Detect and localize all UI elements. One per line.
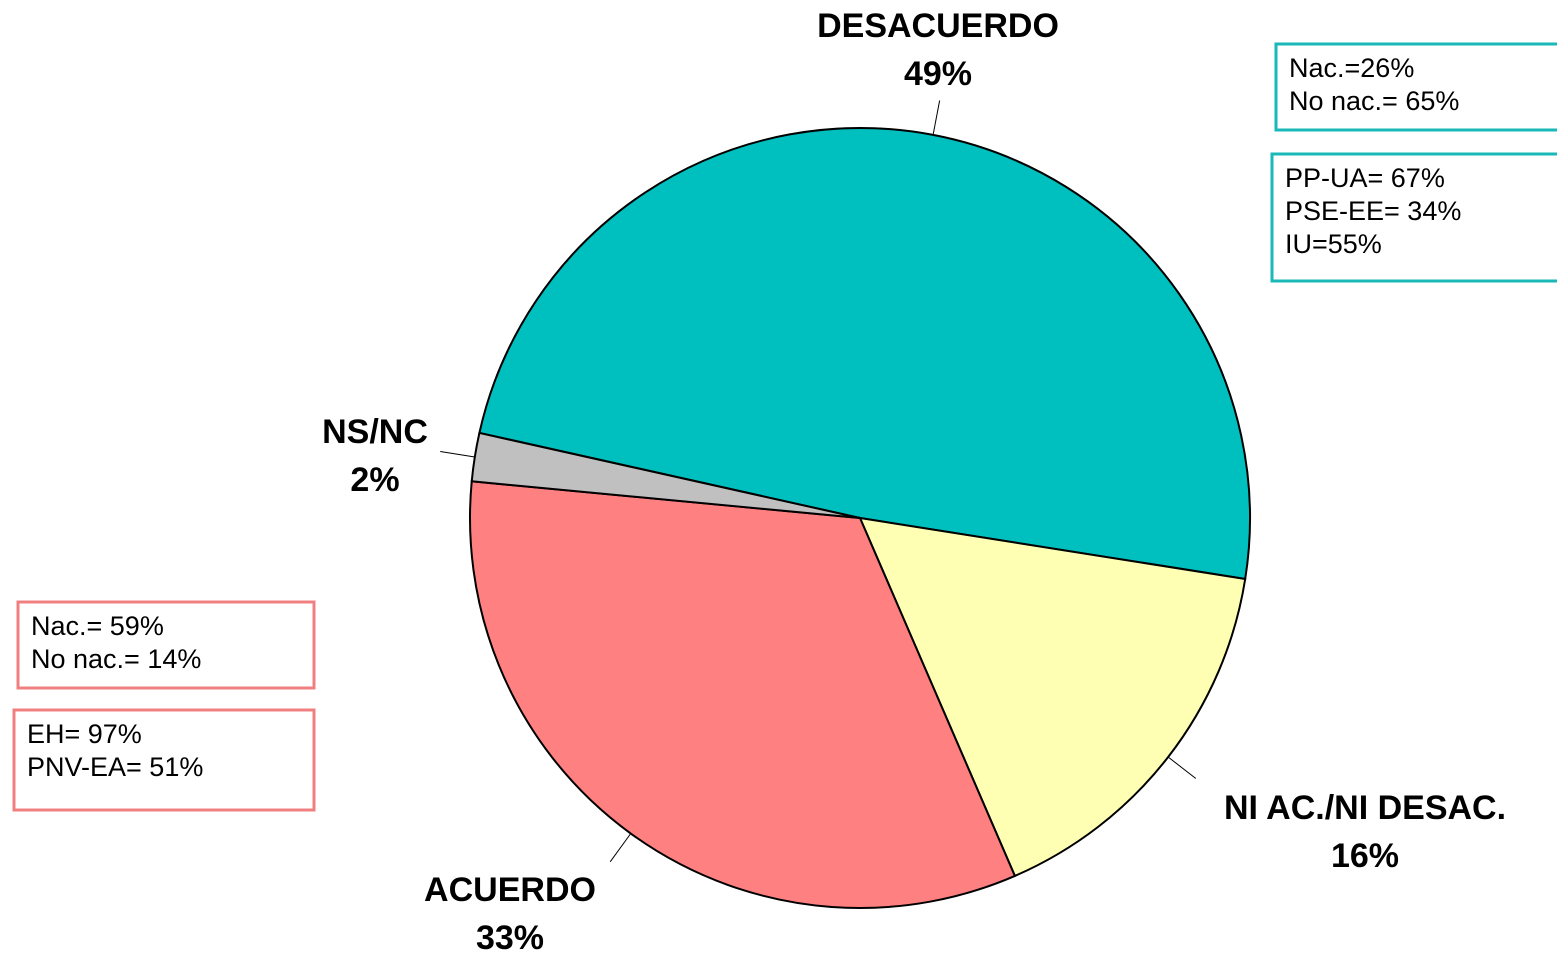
annotation-text: No nac.= 14%: [31, 644, 201, 674]
annotation-box: [12, 708, 316, 812]
slice-label: NI AC./NI DESAC.: [1224, 789, 1506, 827]
annotation-text: Nac.= 59%: [31, 611, 164, 641]
annotation-text: IU=55%: [1285, 229, 1382, 259]
leader-line: [1167, 756, 1197, 779]
pie-slice: [478, 126, 1251, 581]
annotation-box: [1274, 42, 1557, 132]
leader-line: [440, 451, 475, 458]
leader-line: [609, 833, 632, 863]
slice-value-label: 33%: [476, 919, 544, 956]
slice-value-label: 16%: [1331, 837, 1399, 875]
slice-label: NS/NC: [322, 413, 428, 451]
annotation-box: [1270, 152, 1557, 283]
slice-label: ACUERDO: [424, 871, 596, 909]
leader-line: [932, 100, 941, 136]
annotation-text: PP-UA= 67%: [1285, 163, 1445, 193]
annotation-text: EH= 97%: [27, 719, 142, 749]
annotation-text: No nac.= 65%: [1289, 86, 1459, 116]
annotation-text: PSE-EE= 34%: [1285, 196, 1461, 226]
annotation-box: [16, 600, 316, 690]
slice-value-label: 49%: [904, 55, 972, 93]
annotation-text: PNV-EA= 51%: [27, 752, 203, 782]
annotation-text: Nac.=26%: [1289, 53, 1414, 83]
slice-value-label: 2%: [350, 461, 399, 499]
slice-label: DESACUERDO: [817, 7, 1059, 45]
